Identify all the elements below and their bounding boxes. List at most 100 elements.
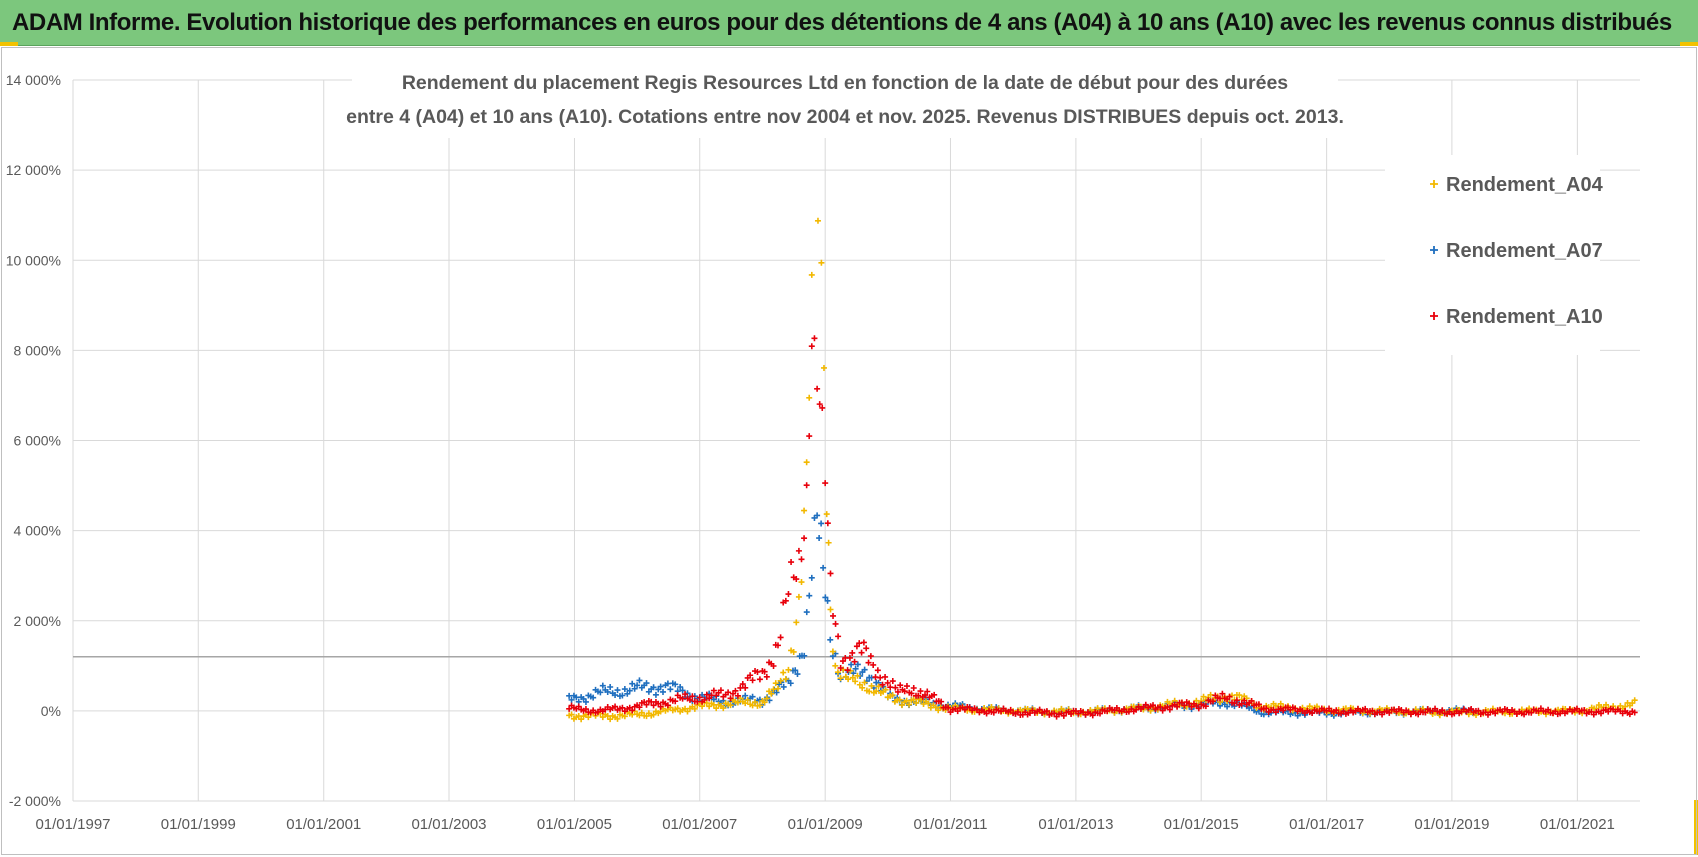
data-point <box>801 652 808 659</box>
data-point <box>865 659 872 666</box>
data-point <box>763 673 770 680</box>
data-point <box>568 711 575 718</box>
data-point <box>742 684 749 691</box>
data-point <box>882 673 889 680</box>
data-point <box>664 702 671 709</box>
data-point <box>773 689 780 696</box>
data-point <box>808 343 815 350</box>
data-point <box>770 662 777 669</box>
data-point <box>837 664 844 671</box>
data-point <box>801 535 808 542</box>
data-point <box>1233 697 1240 704</box>
chart-title-line-2: entre 4 (A04) et 10 ans (A10). Cotations… <box>346 106 1344 128</box>
data-point <box>867 653 874 660</box>
data-point <box>626 687 633 694</box>
data-point <box>772 680 779 687</box>
data-point <box>1415 711 1422 718</box>
data-point <box>915 692 922 699</box>
data-point <box>825 539 832 546</box>
data-point <box>814 217 821 224</box>
x-tick-label: 01/01/2021 <box>1540 816 1615 833</box>
legend-marker <box>1430 246 1438 254</box>
data-point <box>607 716 614 723</box>
data-point <box>924 688 931 695</box>
data-point <box>742 700 749 707</box>
data-point <box>897 682 904 689</box>
data-point <box>875 683 882 690</box>
data-point <box>882 686 889 693</box>
data-point <box>657 683 664 690</box>
data-point <box>650 702 657 709</box>
data-point <box>913 699 920 706</box>
data-point <box>1200 693 1207 700</box>
data-point <box>780 683 787 690</box>
corner-mark-top-left <box>0 42 18 46</box>
data-point <box>657 703 664 710</box>
data-point <box>887 684 894 691</box>
x-tick-label: 01/01/2017 <box>1289 816 1364 833</box>
data-point <box>892 684 899 691</box>
data-point <box>1280 707 1287 714</box>
data-point <box>1224 703 1231 710</box>
data-point <box>853 643 860 650</box>
data-point <box>612 703 619 710</box>
data-point <box>1528 709 1535 716</box>
data-point <box>901 688 908 695</box>
data-series <box>566 121 1638 723</box>
data-point <box>597 689 604 696</box>
legend-label: Rendement_A04 <box>1446 174 1604 196</box>
data-point <box>858 649 865 656</box>
data-point <box>1631 709 1638 716</box>
data-point <box>849 674 856 681</box>
y-tick-label: 14 000% <box>6 72 61 88</box>
data-point <box>808 574 815 581</box>
data-point <box>879 681 886 688</box>
data-point <box>578 716 585 723</box>
data-point <box>1219 690 1226 697</box>
data-point <box>725 689 732 696</box>
data-point <box>835 633 842 640</box>
data-point <box>839 658 846 665</box>
data-point <box>910 684 917 691</box>
data-point <box>667 686 674 693</box>
data-point <box>1241 697 1248 704</box>
data-point <box>629 680 636 687</box>
data-point <box>691 705 698 712</box>
data-point <box>1581 707 1588 714</box>
data-point <box>566 705 573 712</box>
data-point <box>696 694 703 701</box>
data-point <box>917 688 924 695</box>
data-point <box>792 667 799 674</box>
data-point <box>629 707 636 714</box>
data-point <box>830 612 837 619</box>
data-point <box>1362 705 1369 712</box>
data-point <box>732 687 739 694</box>
data-point <box>710 696 717 703</box>
legend-label: Rendement_A10 <box>1446 306 1603 328</box>
series-Rendement_A10 <box>566 335 1638 720</box>
data-point <box>822 594 829 601</box>
chart-title-line-1: Rendement du placement Regis Resources L… <box>402 72 1288 94</box>
data-point <box>636 704 643 711</box>
x-tick-label: 01/01/2009 <box>788 816 863 833</box>
data-point <box>777 677 784 684</box>
data-point <box>861 666 868 673</box>
data-point <box>1174 703 1181 710</box>
data-point <box>1036 706 1043 713</box>
data-point <box>1043 708 1050 715</box>
data-point <box>1202 703 1209 710</box>
data-point <box>803 482 810 489</box>
x-tick-label: 01/01/1997 <box>35 816 110 833</box>
y-axis-tick-labels: -2 000% 0% 2 000% 4 000% 6 000% 8 000% 10 000%… <box>6 72 61 809</box>
data-point <box>582 698 589 705</box>
data-point <box>1195 705 1202 712</box>
data-point <box>621 686 628 693</box>
data-point <box>624 690 631 697</box>
data-point <box>827 606 834 613</box>
data-point <box>1475 707 1482 714</box>
data-point <box>604 688 611 695</box>
data-point <box>803 459 810 466</box>
y-tick-label: 2 000% <box>14 613 61 629</box>
data-point <box>820 564 827 571</box>
report-banner: ADAM Informe. Evolution historique des p… <box>0 0 1698 46</box>
